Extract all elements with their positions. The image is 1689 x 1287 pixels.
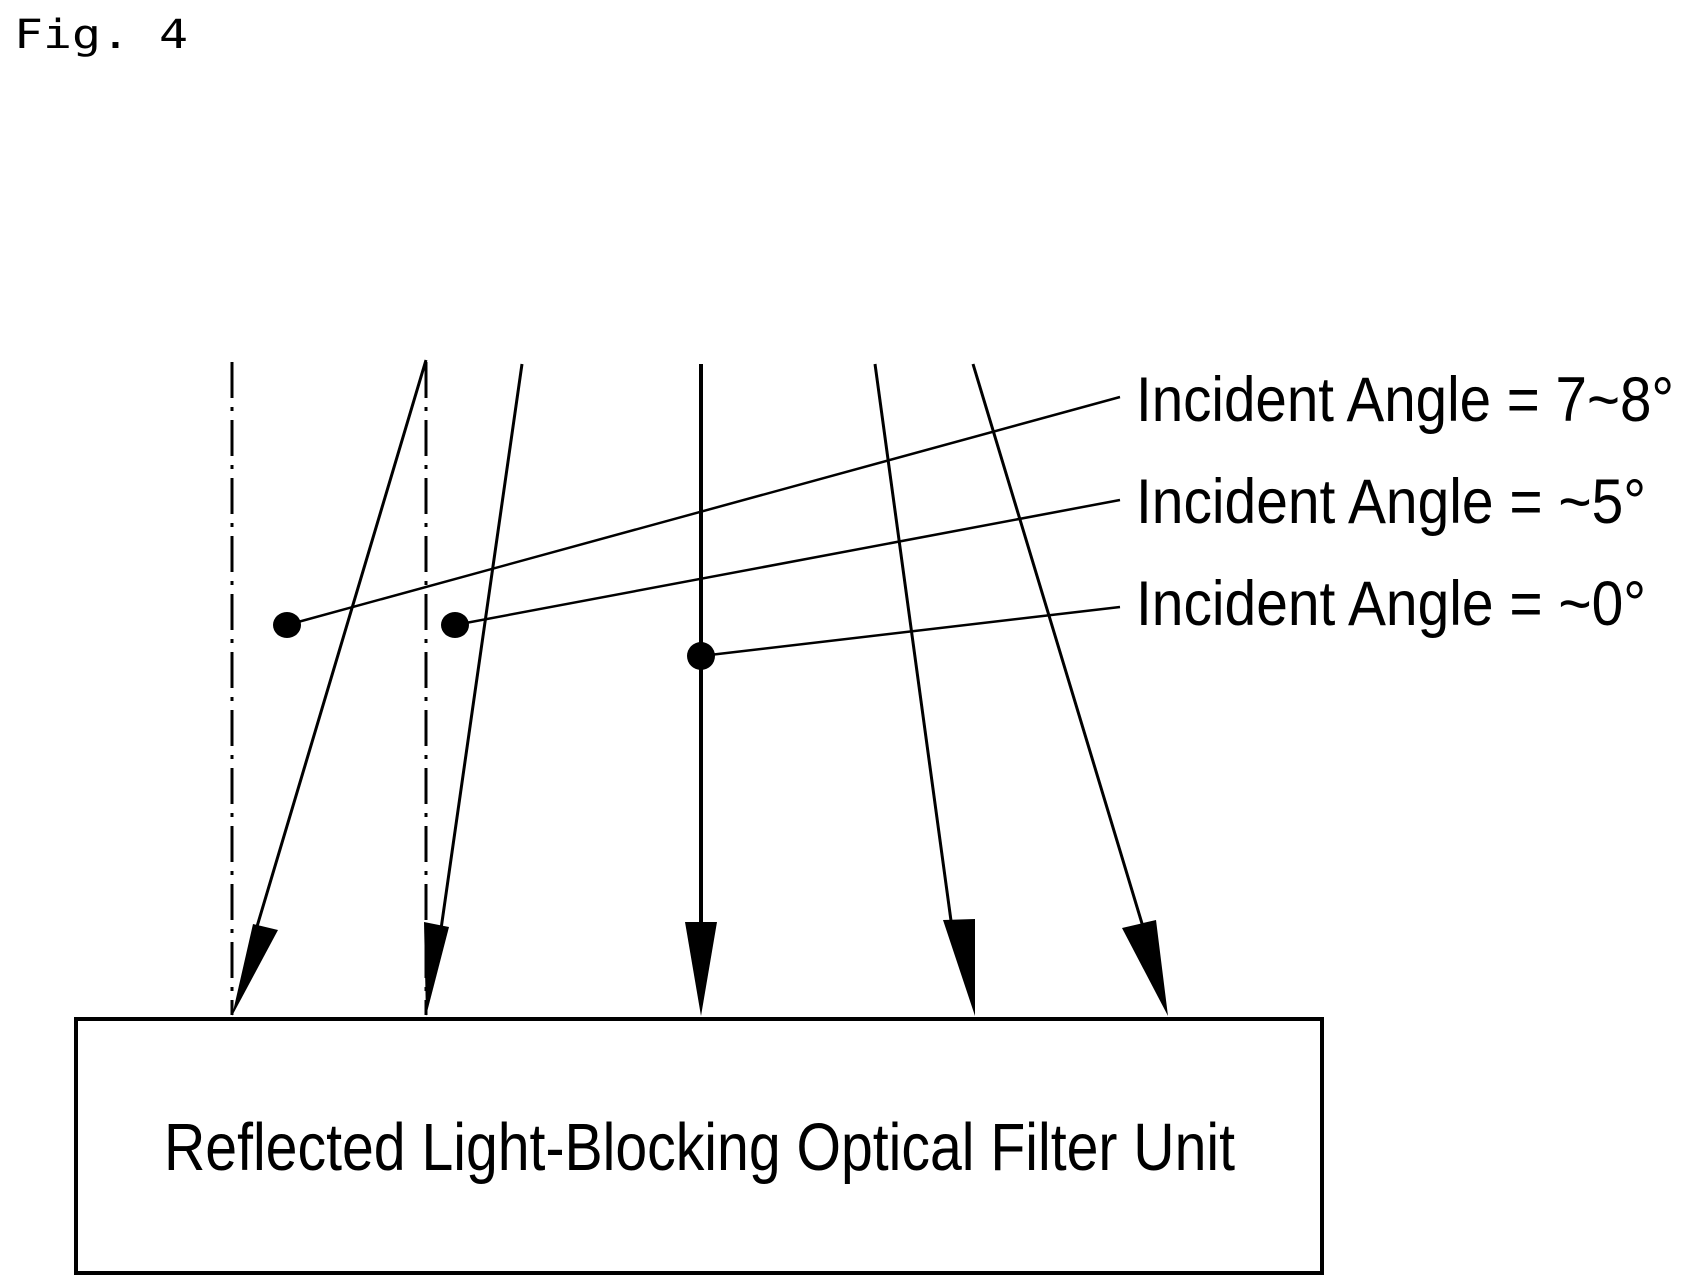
leader-line-7-8-deg xyxy=(287,397,1120,625)
arrowhead-icon xyxy=(943,919,975,1016)
filter-unit-label: Reflected Light-Blocking Optical Filter … xyxy=(164,1110,1235,1185)
arrowhead-icon xyxy=(685,922,717,1016)
arrowhead-icon xyxy=(232,924,278,1016)
callout-dot xyxy=(273,612,301,638)
callout-dot xyxy=(687,642,715,670)
leader-line-5-deg xyxy=(455,500,1120,625)
ray-7-8-deg-left xyxy=(250,360,426,950)
callout-label-0-deg: Incident Angle = ~0° xyxy=(1136,569,1646,639)
callout-dot xyxy=(441,612,469,638)
callout-label-5-deg: Incident Angle = ~5° xyxy=(1136,467,1646,537)
ray-7-8-deg-right xyxy=(973,364,1150,950)
callout-label-7-8-deg: Incident Angle = 7~8° xyxy=(1136,365,1674,435)
ray-5-deg-left xyxy=(438,364,522,950)
arrowhead-icon xyxy=(1122,920,1168,1016)
arrowhead-icon xyxy=(424,922,449,1016)
figure-label: Fig. 4 xyxy=(14,12,188,58)
